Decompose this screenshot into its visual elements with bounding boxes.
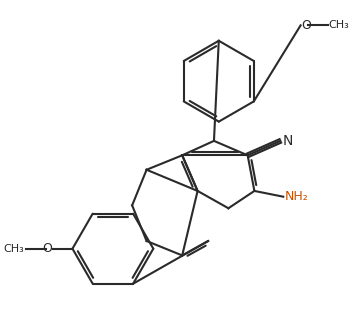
- Text: N: N: [282, 134, 293, 148]
- Text: O: O: [302, 19, 312, 32]
- Text: CH₃: CH₃: [329, 20, 349, 30]
- Text: O: O: [42, 242, 52, 255]
- Text: CH₃: CH₃: [4, 244, 24, 254]
- Text: NH₂: NH₂: [285, 190, 309, 203]
